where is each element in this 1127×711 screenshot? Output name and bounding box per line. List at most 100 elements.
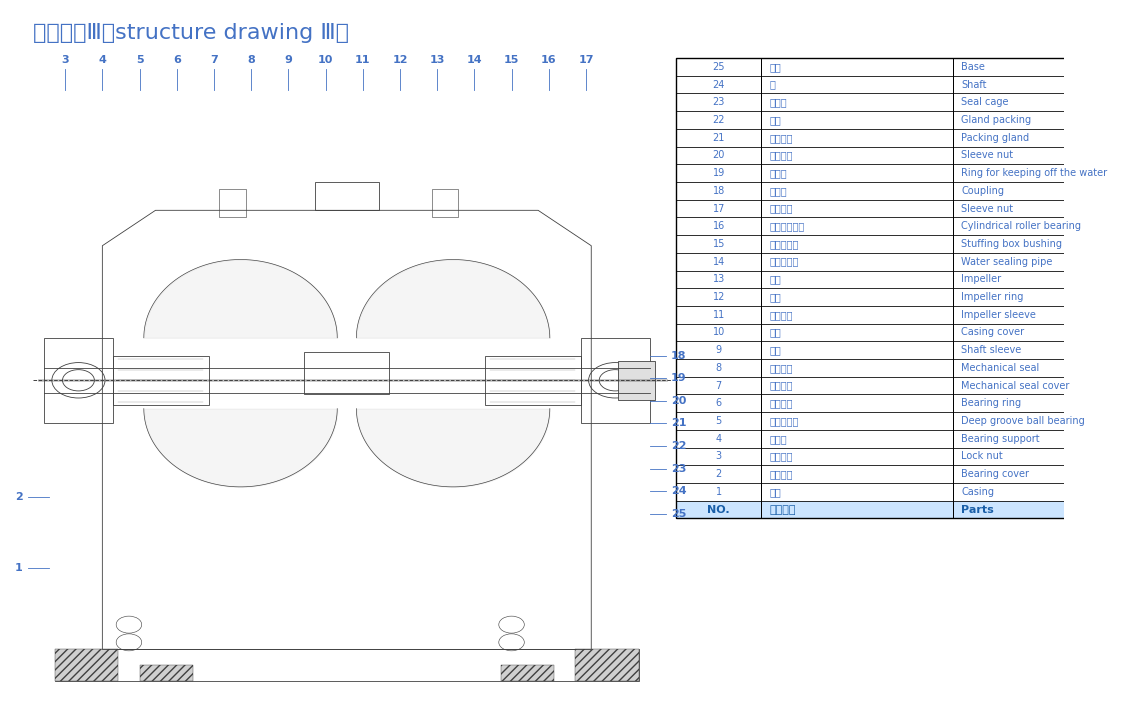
Text: 泵体: 泵体 [770, 487, 781, 497]
Polygon shape [952, 412, 1127, 430]
Polygon shape [676, 164, 762, 182]
Text: 零件名称: 零件名称 [770, 505, 797, 515]
Polygon shape [676, 288, 762, 306]
Text: Deep groove ball bearing: Deep groove ball bearing [961, 416, 1085, 426]
Text: 20: 20 [712, 151, 725, 161]
Text: Cylindrical roller bearing: Cylindrical roller bearing [961, 221, 1081, 231]
Polygon shape [762, 483, 952, 501]
Text: Bearing support: Bearing support [961, 434, 1040, 444]
Text: 24: 24 [712, 80, 725, 90]
Polygon shape [676, 129, 762, 146]
Polygon shape [762, 76, 952, 93]
Polygon shape [762, 111, 952, 129]
Polygon shape [952, 93, 1127, 111]
Polygon shape [952, 324, 1127, 341]
Polygon shape [762, 447, 952, 465]
Text: 轴: 轴 [770, 80, 775, 90]
Text: Shaft sleeve: Shaft sleeve [961, 345, 1021, 356]
Polygon shape [952, 111, 1127, 129]
Polygon shape [952, 447, 1127, 465]
Text: Packing gland: Packing gland [961, 133, 1029, 143]
Polygon shape [762, 288, 952, 306]
Text: Water sealing pipe: Water sealing pipe [961, 257, 1053, 267]
Text: 12: 12 [392, 55, 408, 65]
Polygon shape [676, 465, 762, 483]
Text: 21: 21 [671, 419, 686, 429]
Text: 填料环: 填料环 [770, 97, 788, 107]
Polygon shape [676, 93, 762, 111]
Text: Coupling: Coupling [961, 186, 1004, 196]
Polygon shape [952, 377, 1127, 395]
Polygon shape [762, 377, 952, 395]
Text: 联轴器: 联轴器 [770, 186, 788, 196]
Text: 7: 7 [210, 55, 218, 65]
Text: 叶轮: 叶轮 [770, 274, 781, 284]
Text: 16: 16 [712, 221, 725, 231]
Polygon shape [676, 359, 762, 377]
Text: 2: 2 [15, 492, 23, 502]
Polygon shape [676, 270, 762, 288]
Polygon shape [676, 253, 762, 270]
Polygon shape [762, 395, 952, 412]
Polygon shape [676, 501, 762, 518]
Polygon shape [676, 235, 762, 253]
Polygon shape [952, 501, 1127, 518]
Polygon shape [618, 360, 655, 400]
Polygon shape [952, 129, 1127, 146]
Text: 填料函衬套: 填料函衬套 [770, 239, 799, 249]
Text: 深沟球轴承: 深沟球轴承 [770, 416, 799, 426]
Text: 1: 1 [716, 487, 722, 497]
Polygon shape [952, 465, 1127, 483]
Text: 轴套螺母: 轴套螺母 [770, 203, 793, 213]
Polygon shape [952, 483, 1127, 501]
Polygon shape [762, 253, 952, 270]
Text: Impeller sleeve: Impeller sleeve [961, 310, 1036, 320]
Text: Casing cover: Casing cover [961, 328, 1024, 338]
Text: Shaft: Shaft [961, 80, 986, 90]
Polygon shape [952, 235, 1127, 253]
Text: Sleeve nut: Sleeve nut [961, 203, 1013, 213]
Text: 25: 25 [671, 509, 686, 519]
Polygon shape [676, 111, 762, 129]
Text: 23: 23 [671, 464, 686, 474]
Polygon shape [952, 430, 1127, 447]
Polygon shape [762, 270, 952, 288]
Text: 12: 12 [712, 292, 725, 302]
Text: 泵盖: 泵盖 [770, 328, 781, 338]
Text: 13: 13 [712, 274, 725, 284]
Text: Casing: Casing [961, 487, 994, 497]
Polygon shape [676, 430, 762, 447]
Text: 20: 20 [671, 396, 686, 406]
Polygon shape [676, 182, 762, 200]
Polygon shape [762, 501, 952, 518]
Text: NO.: NO. [708, 505, 730, 515]
Polygon shape [762, 235, 952, 253]
Text: Parts: Parts [961, 505, 994, 515]
Polygon shape [676, 395, 762, 412]
Polygon shape [676, 306, 762, 324]
Polygon shape [676, 324, 762, 341]
Text: 15: 15 [504, 55, 520, 65]
Polygon shape [952, 253, 1127, 270]
Polygon shape [762, 341, 952, 359]
Text: 轴承压盖: 轴承压盖 [770, 469, 793, 479]
Text: 2: 2 [716, 469, 722, 479]
Polygon shape [676, 200, 762, 218]
Polygon shape [676, 58, 762, 76]
Polygon shape [952, 58, 1127, 76]
Polygon shape [952, 200, 1127, 218]
Polygon shape [762, 129, 952, 146]
Polygon shape [762, 164, 952, 182]
Polygon shape [676, 146, 762, 164]
Text: Impeller: Impeller [961, 274, 1001, 284]
Polygon shape [952, 182, 1127, 200]
Text: 24: 24 [671, 486, 686, 496]
Text: 22: 22 [671, 441, 686, 451]
Text: 轴承体: 轴承体 [770, 434, 788, 444]
Polygon shape [762, 465, 952, 483]
Polygon shape [676, 483, 762, 501]
Text: 轴承压环: 轴承压环 [770, 398, 793, 408]
Text: 22: 22 [712, 115, 725, 125]
Polygon shape [762, 93, 952, 111]
Polygon shape [952, 164, 1127, 182]
